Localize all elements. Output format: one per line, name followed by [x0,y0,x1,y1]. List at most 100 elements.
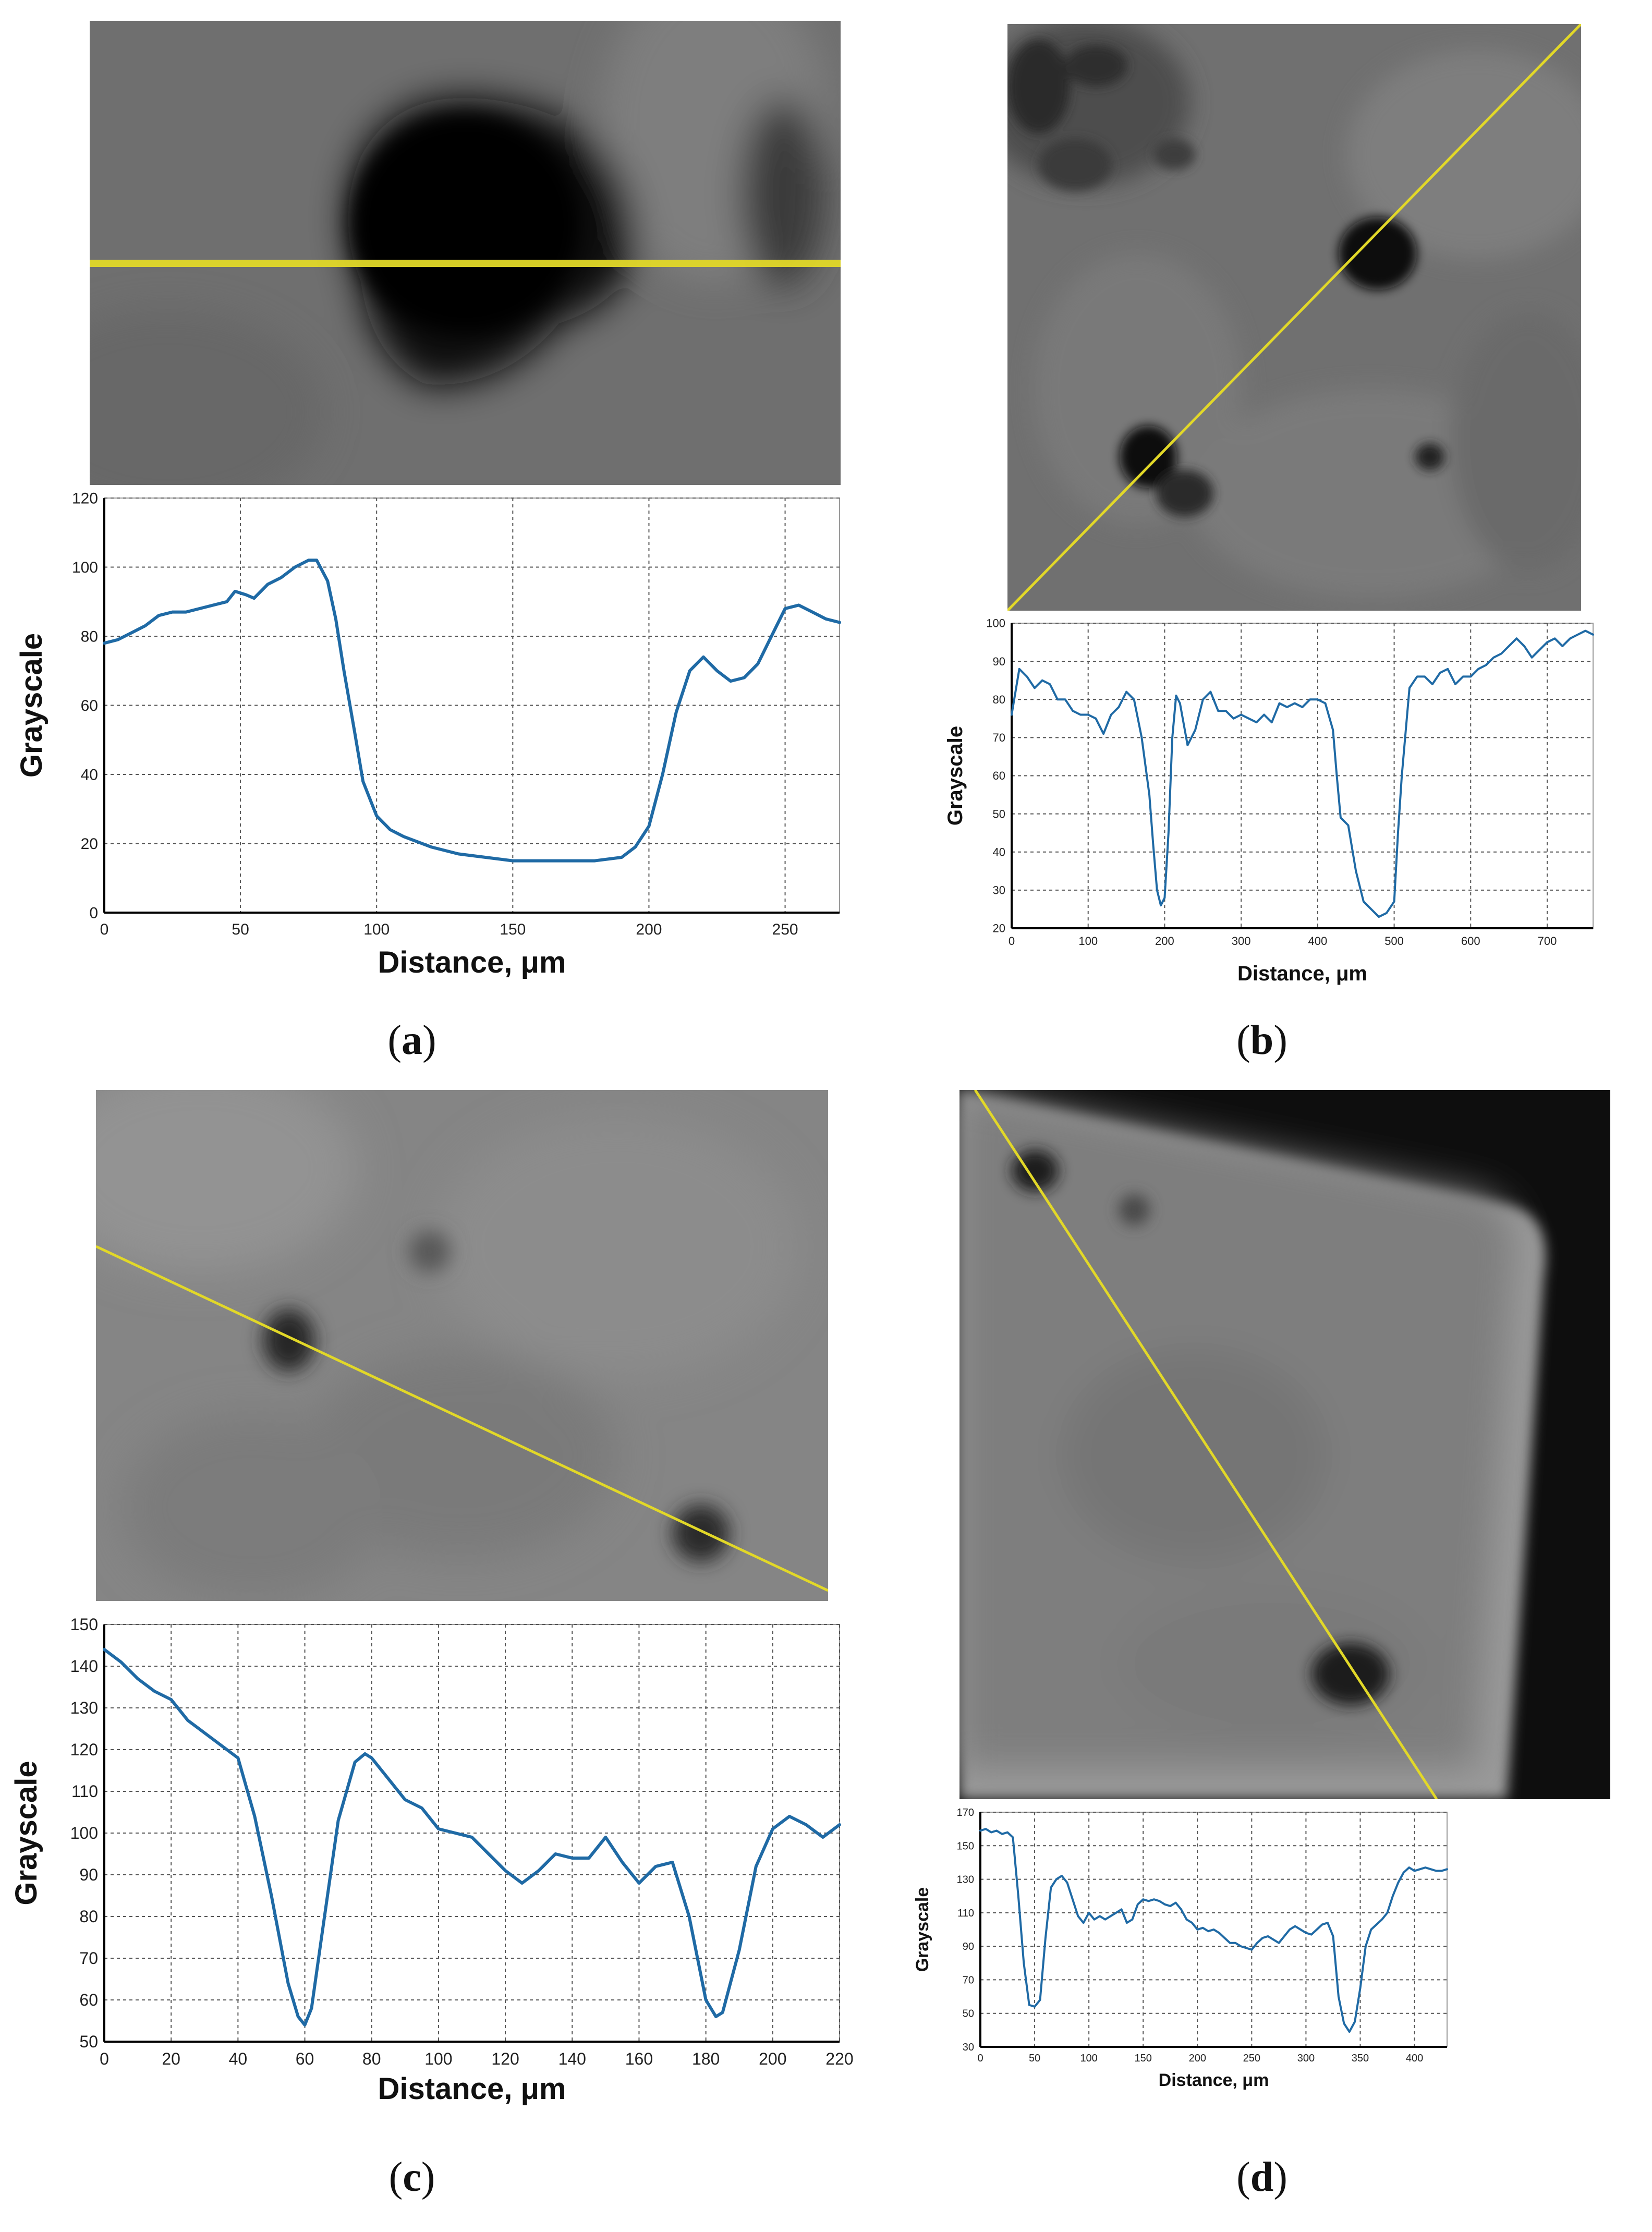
y-tick-label: 100 [986,617,1005,630]
x-tick-label: 200 [1155,935,1174,948]
y-tick-label: 150 [957,1840,974,1852]
x-tick-label: 150 [1135,2053,1152,2064]
y-tick-label: 130 [957,1874,974,1886]
scanline-a [90,260,841,267]
x-axis-label: Distance, μm [378,945,566,979]
x-tick-label: 100 [424,2049,452,2068]
x-tick-label: 20 [162,2049,180,2068]
x-tick-label: 120 [491,2049,519,2068]
plot-area [104,1624,840,2042]
y-tick-label: 50 [993,807,1005,820]
x-tick-label: 300 [1297,2053,1315,2064]
y-tick-label: 130 [70,1699,98,1717]
x-axis-label: Distance, μm [1237,962,1367,985]
scanline-c [96,1245,828,1592]
y-tick-label: 60 [81,697,98,714]
series-line [103,1648,841,2027]
x-tick-label: 250 [1243,2053,1260,2064]
y-tick-label: 0 [89,905,98,922]
x-tick-label: 220 [825,2049,853,2068]
micrograph-a [90,21,841,485]
micrograph-b [1007,24,1581,611]
x-tick-label: 200 [759,2049,786,2068]
caption-c: (c) [388,2154,435,2200]
x-tick-label: 400 [1406,2053,1423,2064]
x-tick-label: 300 [1232,935,1251,948]
x-tick-label: 50 [232,921,249,938]
x-tick-label: 500 [1384,935,1404,948]
y-tick-label: 120 [70,1740,98,1759]
x-tick-label: 200 [1189,2053,1206,2064]
x-tick-label: 0 [100,921,109,938]
y-tick-label: 60 [79,1991,98,2009]
plot-area [104,498,840,913]
y-tick-label: 20 [81,835,98,853]
x-tick-label: 200 [636,921,662,938]
y-tick-label: 80 [79,1907,98,1926]
micrograph-c [96,1090,828,1601]
y-tick-label: 80 [81,628,98,646]
x-tick-label: 80 [362,2049,381,2068]
y-axis-label: Grayscale [913,1887,932,1972]
x-tick-label: 350 [1352,2053,1369,2064]
profile-chart-c: 0 20 40 60 80 100 120 140 160 180 200 220 50 60 70 80 90… [9,1611,854,2112]
y-tick-label: 110 [71,1782,98,1801]
caption-d: (d) [1236,2154,1287,2200]
x-axis-label: Distance, μm [378,2072,566,2106]
y-tick-label: 80 [993,693,1005,706]
x-tick-label: 40 [229,2049,248,2068]
y-axis-label: Grayscale [9,1761,43,1905]
series-line [103,559,841,863]
x-tick-label: 700 [1538,935,1557,948]
x-tick-label: 100 [1078,935,1098,948]
scanline-b [1007,24,1581,611]
x-tick-label: 600 [1461,935,1480,948]
x-tick-label: 400 [1308,935,1327,948]
y-tick-label: 20 [993,922,1005,935]
y-axis-label: Grayscale [944,726,967,826]
series-line [1011,629,1594,918]
x-tick-label: 140 [558,2049,586,2068]
profile-chart-a: 0 50 100 150 200 250 0 20 40 60 80 100 120 Distance, … [15,490,850,986]
series-line [979,1828,1448,2033]
x-tick-label: 50 [1029,2053,1040,2064]
x-tick-label: 150 [500,921,526,938]
x-tick-label: 180 [692,2049,720,2068]
caption-a: (a) [387,1017,436,1063]
y-tick-label: 50 [79,2032,98,2051]
scanline-d [974,1090,1438,1799]
y-tick-label: 70 [79,1949,98,1968]
x-axis-label: Distance, μm [1159,2070,1269,2090]
micrograph-d [959,1090,1610,1799]
x-tick-label: 160 [625,2049,653,2068]
y-tick-label: 90 [993,655,1005,668]
y-axis-label: Grayscale [15,633,48,778]
y-tick-label: 30 [993,884,1005,897]
caption-b: (b) [1236,1017,1287,1063]
y-tick-label: 120 [72,490,98,507]
y-tick-label: 70 [993,731,1005,744]
y-tick-label: 170 [957,1807,974,1818]
x-tick-label: 0 [1009,935,1015,948]
x-tick-label: 0 [100,2049,109,2068]
y-tick-label: 110 [957,1908,974,1919]
x-tick-label: 0 [977,2053,983,2064]
profile-chart-b: 0 100 200 300 400 500 600 700 20 30 40 50 60 70 80 90 10… [944,615,1596,991]
y-tick-label: 100 [72,559,98,576]
profile-chart-d: 0 50 100 150 200 250 300 350 400 30 50 70 90 110 130 15… [907,1804,1450,2096]
y-tick-label: 70 [963,1974,974,1986]
x-tick-label: 60 [296,2049,314,2068]
y-tick-label: 60 [993,769,1005,782]
y-tick-label: 50 [963,2008,974,2020]
y-tick-label: 40 [81,767,98,784]
y-tick-label: 150 [70,1615,98,1634]
y-tick-label: 100 [70,1824,98,1842]
y-tick-label: 140 [70,1657,98,1676]
x-tick-label: 100 [1080,2053,1097,2064]
y-tick-label: 90 [963,1941,974,1952]
y-tick-label: 40 [993,845,1005,858]
y-tick-label: 30 [963,2042,974,2053]
x-tick-label: 250 [772,921,798,938]
y-tick-label: 90 [79,1865,98,1884]
x-tick-label: 100 [363,921,390,938]
